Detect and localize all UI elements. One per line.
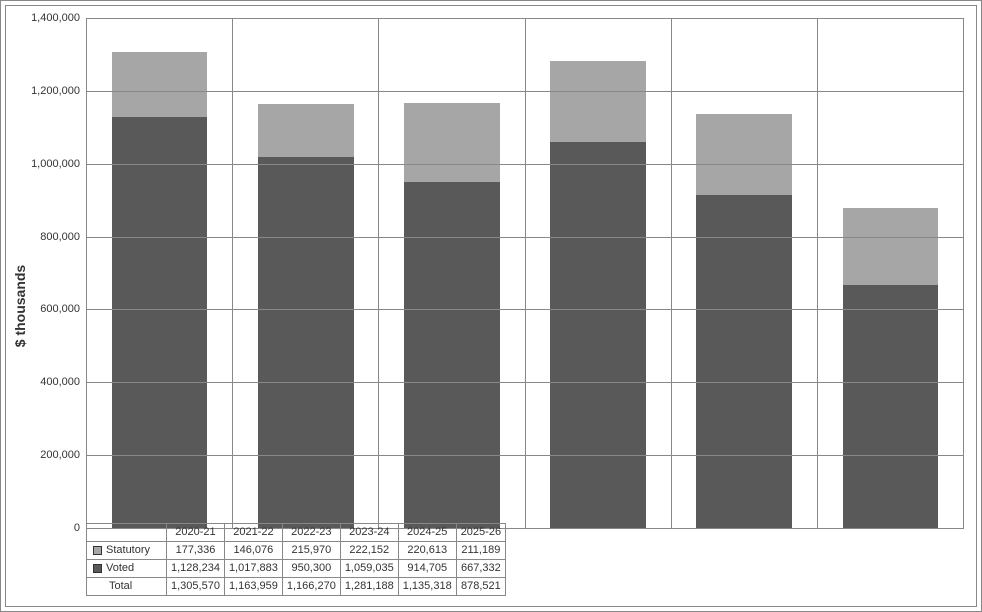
table-header-row: 2020-212021-222022-232023-242024-252025-… [87, 524, 506, 542]
data-cell: 215,970 [282, 542, 340, 560]
table-row-total: Total1,305,5701,163,9591,166,2701,281,18… [87, 578, 506, 596]
bars-area [86, 18, 964, 528]
grid-line [86, 455, 964, 456]
bar-slot [233, 18, 379, 528]
y-tick-label: 400,000 [40, 376, 80, 388]
y-tick-label: 1,400,000 [31, 12, 80, 24]
category-label: 2020-21 [167, 524, 225, 542]
bar-segment-statutory [258, 104, 354, 157]
grid-line [86, 382, 964, 383]
grid-line [86, 18, 964, 19]
bar-segment-voted [843, 285, 939, 528]
bar-stack [112, 52, 208, 528]
bar-segment-statutory [404, 103, 500, 182]
data-cell: 950,300 [282, 560, 340, 578]
bar-slot [672, 18, 818, 528]
data-cell: 1,281,188 [340, 578, 398, 596]
data-table: 2020-212021-222022-232023-242024-252025-… [86, 523, 506, 596]
bar-segment-statutory [843, 208, 939, 285]
y-tick-label: 800,000 [40, 231, 80, 243]
y-tick-label: 600,000 [40, 303, 80, 315]
data-cell: 1,305,570 [167, 578, 225, 596]
data-cell: 914,705 [398, 560, 456, 578]
category-label: 2025-26 [456, 524, 505, 542]
series-name: Voted [106, 562, 134, 574]
data-cell: 1,163,959 [224, 578, 282, 596]
data-cell: 220,613 [398, 542, 456, 560]
bar-segment-voted [258, 157, 354, 528]
grid-line [86, 309, 964, 310]
category-label: 2024-25 [398, 524, 456, 542]
data-cell: 667,332 [456, 560, 505, 578]
y-tick-label: 200,000 [40, 449, 80, 461]
bar-slot [526, 18, 672, 528]
data-cell: 1,166,270 [282, 578, 340, 596]
bar-segment-voted [696, 195, 792, 528]
y-tick-label: 0 [74, 522, 80, 534]
bar-segment-voted [404, 182, 500, 528]
table-corner-cell [87, 524, 167, 542]
category-label: 2023-24 [340, 524, 398, 542]
bar-segment-statutory [112, 52, 208, 117]
bar-segment-statutory [550, 61, 646, 142]
legend-swatch-icon [93, 546, 102, 555]
series-label: Voted [87, 560, 167, 578]
legend-swatch-icon [93, 564, 102, 573]
bar-segment-statutory [696, 114, 792, 194]
bar-stack [843, 208, 939, 528]
series-name: Statutory [106, 544, 150, 556]
bar-slot [818, 18, 964, 528]
grid-line [86, 237, 964, 238]
y-axis-title: $ thousands [12, 265, 28, 347]
table-row: Voted 1,128,2341,017,883950,3001,059,0359… [87, 560, 506, 578]
bar-stack [258, 104, 354, 528]
bar-segment-voted [112, 117, 208, 528]
grid-line [86, 91, 964, 92]
bar-slot [379, 18, 525, 528]
data-cell: 1,135,318 [398, 578, 456, 596]
y-tick-label: 1,000,000 [31, 158, 80, 170]
bar-stack [696, 114, 792, 528]
plot-area: 0200,000400,000600,000800,0001,000,0001,… [86, 18, 964, 528]
y-tick-label: 1,200,000 [31, 85, 80, 97]
category-label: 2022-23 [282, 524, 340, 542]
series-label: Statutory [87, 542, 167, 560]
chart-inner: $ thousands 0200,000400,000600,000800,00… [5, 5, 977, 607]
total-label: Total [87, 578, 167, 596]
bar-stack [550, 61, 646, 528]
bar-segment-voted [550, 142, 646, 528]
data-cell: 878,521 [456, 578, 505, 596]
data-cell: 222,152 [340, 542, 398, 560]
data-cell: 177,336 [167, 542, 225, 560]
chart-container: $ thousands 0200,000400,000600,000800,00… [0, 0, 982, 612]
data-cell: 146,076 [224, 542, 282, 560]
table-row: Statutory 177,336146,076215,970222,152220… [87, 542, 506, 560]
data-cell: 1,059,035 [340, 560, 398, 578]
data-cell: 211,189 [456, 542, 505, 560]
bar-slot [86, 18, 233, 528]
bar-stack [404, 103, 500, 528]
data-cell: 1,017,883 [224, 560, 282, 578]
category-label: 2021-22 [224, 524, 282, 542]
data-cell: 1,128,234 [167, 560, 225, 578]
grid-line [86, 164, 964, 165]
